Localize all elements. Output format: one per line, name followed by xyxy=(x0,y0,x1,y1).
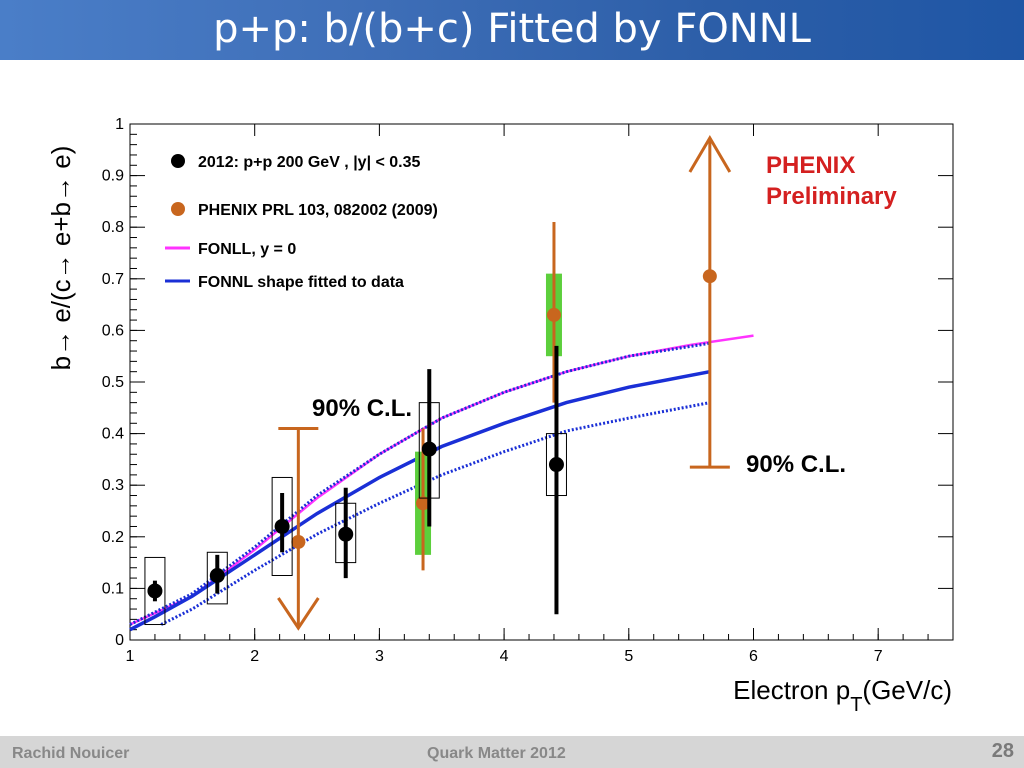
data2012-sys-box xyxy=(206,551,228,605)
lower-limit-arrowhead xyxy=(688,135,732,173)
fit-band-upper xyxy=(129,341,711,626)
x-tick-label: 7 xyxy=(874,648,883,665)
y-tick-label: 0.4 xyxy=(102,426,124,443)
fonll-curve xyxy=(129,334,754,626)
preliminary-label-line1: PHENIX xyxy=(766,152,855,179)
data2012-point xyxy=(209,568,225,583)
preliminary-label-line2: Preliminary xyxy=(766,183,897,210)
phenix2009-point xyxy=(546,307,561,322)
y-tick-label: 0.5 xyxy=(102,374,124,391)
data2012-point xyxy=(421,441,437,457)
footer-conference: Quark Matter 2012 xyxy=(427,745,566,762)
y-tick-label: 0.2 xyxy=(102,529,124,546)
fit-curve xyxy=(129,369,711,632)
footer-author: Rachid Nouicer xyxy=(12,745,130,762)
phenix2009-point xyxy=(291,534,306,549)
y-tick-label: 0.6 xyxy=(102,322,124,339)
legend-label: 2012: p+p 200 GeV , |y| < 0.35 xyxy=(198,154,421,171)
data2012-point xyxy=(147,583,163,599)
legend-marker xyxy=(171,154,185,168)
data2012-sys-box xyxy=(271,476,293,576)
data2012-point xyxy=(338,526,354,542)
fit-band-lower xyxy=(160,401,711,626)
title-bar xyxy=(0,0,1024,60)
x-tick-label: 4 xyxy=(500,648,509,665)
y-tick-label: 0.7 xyxy=(102,271,124,288)
data2012-point xyxy=(548,457,564,473)
phenix2009-point xyxy=(702,269,717,284)
legend-label: FONNL shape fitted to data xyxy=(198,274,404,291)
slide-footer: Rachid Nouicer Quark Matter 2012 28 xyxy=(0,736,1024,768)
y-tick-label: 0 xyxy=(115,632,124,649)
y-tick-label: 1 xyxy=(115,116,124,133)
x-tick-label: 2 xyxy=(250,648,259,665)
x-axis-label: Electron pT(GeV/c) xyxy=(733,675,952,716)
cl-annotation-right: 90% C.L. xyxy=(746,451,846,478)
chart: 1 2 3 4 5 6 7 0 0.1 0.2 0.3 0.4 0.5 0.6 0.7 0.8 0.9 1 Elec… xyxy=(46,116,954,716)
data2012-point xyxy=(274,518,290,534)
y-axis-label: b→ e/(c→ e+b→ e) xyxy=(46,146,76,371)
phenix2009-point xyxy=(416,496,431,511)
data2012-sys-box xyxy=(144,556,166,626)
legend-label: FONLL, y = 0 xyxy=(198,241,296,258)
y-tick-label: 0.9 xyxy=(102,168,124,185)
y-tick-label: 0.3 xyxy=(102,477,124,494)
slide-title: p+p: b/(b+c) Fitted by FONNL xyxy=(213,6,811,52)
page-number: 28 xyxy=(991,740,1014,762)
y-tick-label: 0.1 xyxy=(102,580,124,597)
x-tick-label: 5 xyxy=(624,648,633,665)
legend-label: PHENIX PRL 103, 082002 (2009) xyxy=(198,202,438,219)
y-tick-label: 0.8 xyxy=(102,219,124,236)
cl-annotation-left: 90% C.L. xyxy=(312,395,412,422)
x-tick-label: 1 xyxy=(126,648,135,665)
legend-marker xyxy=(171,202,185,216)
x-tick-label: 6 xyxy=(749,648,758,665)
upper-limit-arrowhead xyxy=(277,597,320,631)
x-tick-label: 3 xyxy=(375,648,384,665)
